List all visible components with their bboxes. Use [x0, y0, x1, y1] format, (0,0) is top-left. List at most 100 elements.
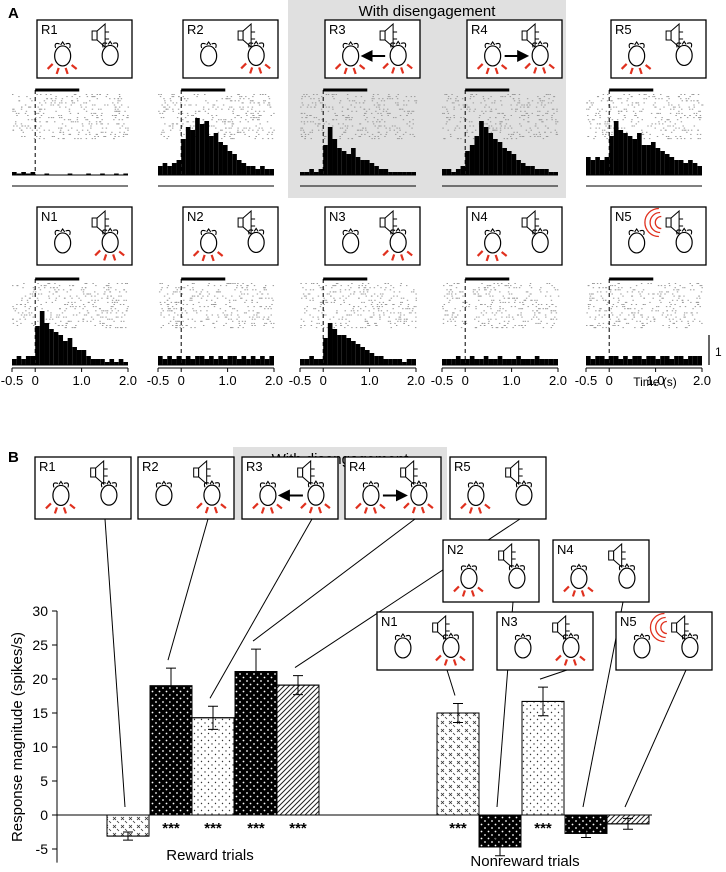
raster-tick	[121, 98, 122, 99]
raster-tick	[339, 136, 340, 137]
raster-tick	[351, 283, 352, 284]
raster-tick	[103, 323, 104, 324]
raster-tick	[400, 115, 401, 116]
psth-bar	[181, 139, 186, 175]
psth-bar	[260, 166, 265, 175]
raster-tick	[618, 319, 619, 320]
raster-tick	[307, 107, 308, 108]
raster-tick	[102, 325, 103, 326]
raster-tick	[128, 107, 129, 108]
raster-tick	[56, 317, 57, 318]
raster-tick	[82, 319, 83, 320]
raster-tick	[46, 98, 47, 99]
raster-tick	[502, 308, 503, 309]
raster-tick	[494, 283, 495, 284]
raster-tick	[172, 109, 173, 110]
raster-tick	[515, 109, 516, 110]
raster-tick	[218, 119, 219, 120]
raster-tick	[256, 117, 257, 118]
raster-tick	[670, 113, 671, 114]
raster-tick	[530, 300, 531, 301]
raster-tick	[404, 111, 405, 112]
raster-tick	[549, 306, 550, 307]
psth-bar	[91, 359, 96, 365]
raster-tick	[300, 283, 301, 284]
raster-tick	[229, 121, 230, 122]
raster-tick	[326, 300, 327, 301]
raster-tick	[452, 291, 453, 292]
raster-tick	[338, 123, 339, 124]
raster-tick	[23, 317, 24, 318]
raster-tick	[21, 107, 22, 108]
raster-tick	[588, 308, 589, 309]
raster-tick	[21, 315, 22, 316]
raster-tick	[586, 109, 587, 110]
raster-tick	[661, 117, 662, 118]
raster-tick	[588, 304, 589, 305]
raster-tick	[229, 98, 230, 99]
raster-tick	[648, 294, 649, 295]
raster-tick	[508, 119, 509, 120]
raster-tick	[222, 121, 223, 122]
raster-tick	[251, 302, 252, 303]
raster-tick	[379, 121, 380, 122]
raster-tick	[536, 134, 537, 135]
raster-tick	[671, 132, 672, 133]
raster-tick	[606, 304, 607, 305]
raster-tick	[393, 117, 394, 118]
raster-tick	[467, 109, 468, 110]
raster-tick	[174, 105, 175, 106]
raster-tick	[102, 132, 103, 133]
raster-tick	[610, 117, 611, 118]
raster-tick	[52, 100, 53, 101]
raster-tick	[262, 130, 263, 131]
x-tick-label: -0.5	[1, 373, 23, 388]
raster-tick	[268, 138, 269, 139]
raster-tick	[365, 128, 366, 129]
raster-tick	[260, 115, 261, 116]
raster-tick	[118, 296, 119, 297]
raster-tick	[304, 296, 305, 297]
raster-tick	[446, 94, 447, 95]
mouse-icon	[260, 485, 276, 505]
raster-tick	[664, 285, 665, 286]
raster-tick	[540, 136, 541, 137]
raster-tick	[231, 327, 232, 328]
raster-tick	[92, 304, 93, 305]
mouse-icon	[532, 45, 548, 65]
mouse-icon	[308, 485, 324, 505]
raster-tick	[191, 298, 192, 299]
raster-tick	[558, 296, 559, 297]
raster-tick	[415, 317, 416, 318]
raster-tick	[606, 327, 607, 328]
raster-tick	[75, 327, 76, 328]
raster-tick	[380, 113, 381, 114]
raster-tick	[551, 304, 552, 305]
raster-tick	[83, 102, 84, 103]
raster-tick	[530, 294, 531, 295]
raster-tick	[412, 134, 413, 135]
raster-tick	[700, 134, 701, 135]
bar-pattern	[192, 718, 234, 815]
raster-tick	[16, 113, 17, 114]
raster-tick	[611, 312, 612, 313]
raster-tick	[90, 128, 91, 129]
psth-bar	[223, 359, 228, 365]
raster-tick	[373, 123, 374, 124]
raster-tick	[513, 134, 514, 135]
raster-tick	[593, 283, 594, 284]
raster-tick	[393, 291, 394, 292]
raster-tick	[557, 289, 558, 290]
raster-tick	[222, 98, 223, 99]
raster-tick	[342, 317, 343, 318]
psth-bar	[365, 160, 370, 175]
raster-tick	[241, 117, 242, 118]
raster-tick	[257, 302, 258, 303]
raster-tick	[105, 310, 106, 311]
raster-tick	[324, 300, 325, 301]
raster-tick	[381, 119, 382, 120]
raster-tick	[489, 285, 490, 286]
psth-bar	[674, 160, 679, 175]
raster-tick	[554, 287, 555, 288]
raster-tick	[351, 315, 352, 316]
